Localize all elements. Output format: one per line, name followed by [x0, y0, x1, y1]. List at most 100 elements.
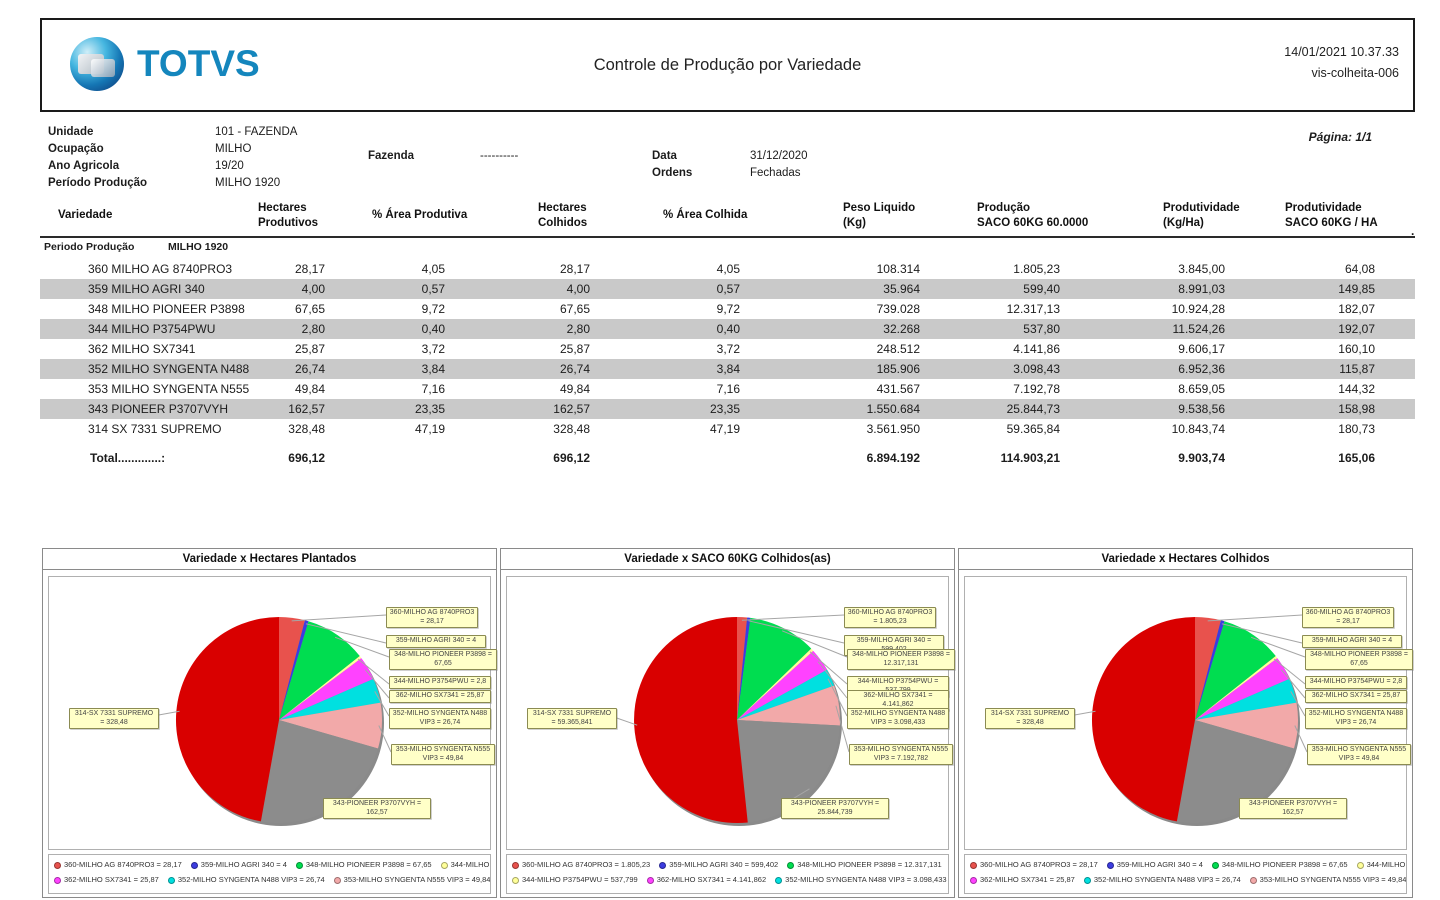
cell: 64,08 — [1344, 262, 1375, 276]
pie-slice — [260, 720, 378, 824]
leader-line — [1207, 614, 1303, 622]
legend-dot-icon — [970, 876, 977, 884]
leader-line — [374, 691, 390, 717]
column-header-variedade: Variedade — [58, 209, 113, 221]
pie-slice — [1195, 702, 1298, 749]
table-row: 343 PIONEER P3707VYH 162,57 23,35 162,57 23,… — [40, 399, 1415, 419]
legend-dot-icon — [1356, 861, 1364, 869]
cell: 328,48 — [288, 422, 325, 436]
legend-entry: 362-MILHO SX7341 = 25,87 — [54, 875, 159, 884]
legend-entry: 362-MILHO SX7341 = 4.141,862 — [646, 875, 766, 884]
cell: 8.991,03 — [1178, 282, 1225, 296]
column-header-peso-liquido: Peso Liquido (Kg) — [843, 202, 916, 229]
cell: 348 MILHO PIONEER P3898 — [88, 302, 245, 316]
fazenda-value: ---------- — [480, 150, 519, 162]
data-label: Data — [652, 150, 677, 162]
cell: 47,19 — [414, 422, 445, 436]
ocupacao-label: Ocupação — [48, 143, 104, 155]
legend-dot-icon — [54, 876, 61, 884]
callout-label: 353-MILHO SYNGENTA N555 VIP3 = 49,84 — [391, 744, 495, 765]
cell: 180,73 — [1338, 422, 1375, 436]
cell: 4,00 — [301, 282, 325, 296]
table-row: 359 MILHO AGRI 340 4,00 0,57 4,00 0,57 35.964… — [40, 279, 1415, 299]
legend-entry: 344-MILHO P3754PWU = 537,799 — [512, 875, 638, 884]
legend-entry: 348-MILHO PIONEER P3898 = 67,65 — [1211, 860, 1348, 869]
callout-label: 353-MILHO SYNGENTA N555 VIP3 = 7.192,782 — [849, 744, 953, 765]
legend-dot-icon — [167, 876, 175, 884]
cell: 59.365,84 — [1006, 422, 1060, 436]
legend-dot-icon — [54, 861, 61, 869]
callout-label: 360-MILHO AG 8740PRO3 = 28,17 — [1302, 607, 1394, 628]
pie-slice — [1091, 617, 1195, 822]
cell: 3.845,00 — [1178, 262, 1225, 276]
total-cell: 165,06 — [1338, 451, 1375, 465]
cell: 1.550.684 — [866, 402, 920, 416]
report-header-right: 14/01/2021 10.37.33 vis-colheita-006 — [1284, 42, 1399, 84]
cell: 11.524,26 — [1172, 322, 1226, 336]
leader-line — [357, 658, 390, 685]
cell: 49,84 — [559, 382, 590, 396]
stray-dot: . — [1411, 224, 1415, 238]
chart-saco-colhidos: Variedade x SACO 60KG Colhidos(as) 360-M… — [500, 548, 955, 898]
cell: 115,87 — [1339, 362, 1375, 376]
cell: 25.844,73 — [1006, 402, 1060, 416]
cell: 344 MILHO P3754PWU — [88, 322, 216, 336]
cell: 67,65 — [559, 302, 590, 316]
pie-slice — [175, 617, 279, 822]
callout-label: 353-MILHO SYNGENTA N555 VIP3 = 49,84 — [1307, 744, 1411, 765]
callout-label: 362-MILHO SX7341 = 4.141,862 — [847, 690, 949, 711]
header-divider-line — [40, 236, 1415, 238]
callout-label: 352-MILHO SYNGENTA N488 VIP3 = 3.098,433 — [847, 708, 949, 729]
cell: 0,57 — [716, 282, 740, 296]
chart-hectares-plantados: Variedade x Hectares Plantados 360-MILHO… — [42, 548, 497, 898]
cell: 182,07 — [1338, 302, 1375, 316]
group-row-value: MILHO 1920 — [168, 241, 229, 253]
pie-slice — [737, 669, 835, 720]
cell: 343 PIONEER P3707VYH — [88, 402, 229, 416]
legend-line: 360-MILHO AG 8740PRO3 = 28,17 359-MILHO A… — [54, 857, 490, 872]
legend-entry: 348-MILHO PIONEER P3898 = 67,65 — [295, 860, 432, 869]
leader-line — [291, 614, 387, 622]
cell: 149,85 — [1338, 282, 1375, 296]
pie-slice — [737, 648, 814, 720]
cell: 3,84 — [421, 362, 445, 376]
legend-dot-icon — [1106, 861, 1114, 869]
callout-label: 359-MILHO AGRI 340 = 4 — [386, 635, 486, 648]
leader-line — [817, 661, 848, 699]
legend-entry: 353-MILHO SYNGENTA N555 VIP3 = 49,84 — [333, 875, 490, 884]
cell: 3.098,43 — [1013, 362, 1060, 376]
legend-dot-icon — [512, 876, 519, 884]
cell: 328,48 — [553, 422, 590, 436]
cell: 25,87 — [294, 342, 325, 356]
cell: 599,40 — [1023, 282, 1060, 296]
leader-line — [1273, 658, 1306, 685]
periodo-producao-value: MILHO 1920 — [215, 177, 281, 189]
cell: 1.805,23 — [1013, 262, 1060, 276]
legend-dot-icon — [646, 876, 654, 884]
report-id: vis-colheita-006 — [1311, 66, 1399, 80]
pie-slice — [279, 620, 309, 720]
cell: 4,05 — [716, 262, 740, 276]
cell: 360 MILHO AG 8740PRO3 — [88, 262, 233, 276]
table-row: 362 MILHO SX7341 25,87 3,72 25,87 3,72 248.51… — [40, 339, 1415, 359]
cell: 25,87 — [559, 342, 590, 356]
totvs-logo-text: TOTVS — [137, 43, 260, 84]
leader-line — [835, 705, 850, 753]
legend-entry: 359-MILHO AGRI 340 = 4 — [190, 860, 287, 869]
total-cell — [590, 448, 740, 468]
cell: 359 MILHO AGRI 340 — [88, 282, 205, 296]
total-cell: Total.............: — [90, 451, 166, 465]
legend-dot-icon — [295, 861, 303, 869]
cell: 12.317,13 — [1006, 302, 1060, 316]
callout-label: 314-SX 7331 SUPREMO = 328,48 — [69, 708, 159, 729]
chart-plot: 360-MILHO AG 8740PRO3 = 1.805,23 359-MILH… — [506, 576, 955, 850]
totvs-logo: TOTVS — [70, 37, 260, 91]
legend-line: 362-MILHO SX7341 = 25,87 352-MILHO SYNGEN… — [970, 872, 1406, 887]
leader-line — [827, 678, 848, 717]
callout-label: 343-PIONEER P3707VYH = 162,57 — [323, 798, 431, 819]
cell: 10.843,74 — [1171, 422, 1225, 436]
leader-line — [305, 623, 387, 644]
pie-slice — [1195, 678, 1297, 720]
table-row: 314 SX 7331 SUPREMO 328,48 47,19 328,48 47,1… — [40, 419, 1415, 439]
